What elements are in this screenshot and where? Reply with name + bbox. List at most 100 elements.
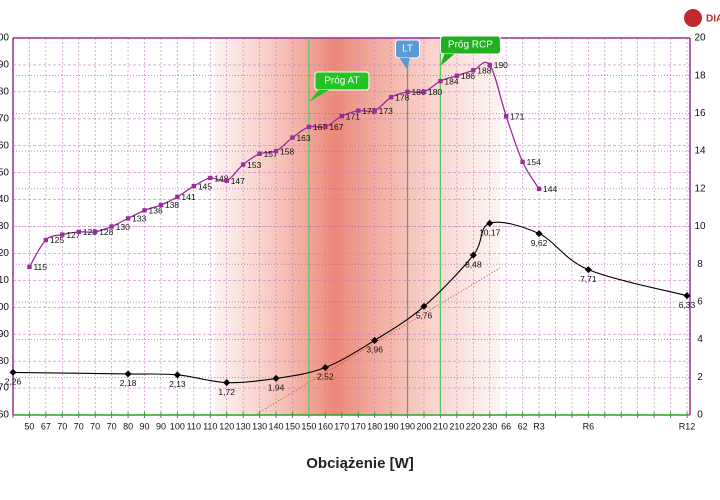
- value-label: 180: [412, 87, 426, 97]
- point: [584, 266, 592, 274]
- value-label: 158: [280, 146, 294, 156]
- x-tick-label: 210: [449, 421, 464, 431]
- point: [454, 73, 460, 78]
- point: [487, 62, 492, 68]
- point: [76, 229, 81, 235]
- value-label: 148: [214, 173, 228, 183]
- x-tick-label: 70: [90, 421, 100, 431]
- y-tick-label: 120: [0, 248, 9, 259]
- point: [535, 230, 543, 238]
- y-tick-label: 200: [0, 33, 9, 44]
- y2-tick-label: 2: [697, 372, 703, 383]
- value-label: 10,17: [479, 228, 501, 238]
- y2-tick-label: 14: [694, 146, 706, 157]
- x-tick-label: 110: [203, 421, 217, 431]
- value-label: 9,62: [531, 238, 548, 248]
- value-label: 5,76: [416, 311, 433, 321]
- x-tick-label: R6: [583, 421, 595, 431]
- x-axis-title: Obciążenie [W]: [306, 455, 414, 472]
- x-tick-label: 160: [318, 421, 333, 431]
- x-tick-label: R12: [679, 421, 696, 431]
- point: [158, 202, 164, 208]
- x-tick-label: 200: [416, 421, 431, 431]
- x-tick-label: 66: [501, 421, 511, 431]
- value-label: 125: [50, 235, 64, 245]
- y2-tick-label: 4: [697, 334, 703, 345]
- value-label: 154: [527, 157, 541, 167]
- value-label: 153: [247, 160, 261, 170]
- x-tick-label: 70: [74, 421, 84, 431]
- value-label: 163: [296, 133, 310, 143]
- value-label: 180: [428, 87, 442, 97]
- x-tick-label: 190: [384, 421, 399, 431]
- logo: DIA: [706, 14, 720, 25]
- x-tick-label: 150: [285, 421, 300, 431]
- callout-pointer: [399, 58, 410, 70]
- logo-icon: [684, 9, 702, 27]
- x-tick-label: 70: [107, 421, 117, 431]
- value-label: 128: [83, 227, 97, 237]
- value-label: 171: [510, 111, 524, 121]
- x-tick-label: 90: [156, 421, 166, 431]
- point: [92, 229, 98, 235]
- point: [290, 135, 295, 140]
- point: [257, 151, 262, 156]
- value-label: 7,71: [580, 274, 597, 284]
- y2-tick-label: 6: [697, 297, 703, 308]
- y-tick-label: 90: [0, 329, 9, 340]
- value-label: 2,52: [317, 372, 334, 382]
- point: [43, 237, 49, 243]
- value-label: 130: [116, 222, 130, 232]
- callout-label: Próg RCP: [448, 40, 493, 51]
- point: [356, 108, 361, 113]
- x-tick-label: 62: [518, 421, 528, 431]
- y-tick-label: 100: [0, 302, 9, 313]
- x-tick-label: 190: [400, 421, 415, 431]
- point: [173, 371, 181, 379]
- y-tick-label: 130: [0, 221, 9, 232]
- point: [9, 368, 17, 376]
- x-tick-label: 210: [433, 421, 448, 431]
- value-label: 133: [132, 214, 146, 224]
- x-tick-label: 150: [301, 421, 316, 431]
- x-tick-label: 130: [252, 421, 267, 431]
- callout-label: Próg AT: [324, 76, 359, 87]
- point: [405, 89, 410, 95]
- point: [124, 370, 132, 378]
- point: [388, 95, 394, 100]
- y2-tick-label: 0: [697, 410, 703, 421]
- x-tick-label: 170: [351, 421, 366, 431]
- point: [420, 302, 428, 310]
- value-label: 167: [313, 122, 327, 132]
- value-label: 144: [543, 184, 557, 194]
- callout: [439, 35, 501, 55]
- y-tick-label: 190: [0, 60, 9, 71]
- y-tick-label: 160: [0, 140, 9, 151]
- value-label: 138: [165, 200, 179, 210]
- x-tick-label: 120: [219, 421, 234, 431]
- point: [421, 89, 427, 95]
- point: [306, 124, 312, 130]
- point: [125, 216, 131, 221]
- point: [191, 183, 197, 189]
- value-label: 157: [264, 149, 278, 159]
- value-label: 186: [461, 71, 475, 81]
- y-tick-label: 60: [0, 410, 9, 421]
- value-label: 136: [149, 206, 163, 216]
- value-label: 1,94: [268, 383, 285, 393]
- value-label: 184: [444, 76, 458, 86]
- value-label: 115: [33, 262, 47, 272]
- point: [323, 124, 328, 130]
- x-tick-label: 50: [24, 421, 34, 431]
- x-tick-label: 220: [466, 421, 481, 431]
- x-tick-label: 110: [187, 421, 201, 431]
- value-label: 1,72: [218, 387, 235, 397]
- y-tick-label: 140: [0, 194, 9, 205]
- point: [60, 232, 65, 237]
- point: [240, 162, 246, 167]
- value-label: 2,18: [120, 378, 137, 388]
- value-label: 188: [477, 66, 491, 76]
- point: [321, 363, 329, 371]
- y2-tick-label: 12: [694, 183, 706, 194]
